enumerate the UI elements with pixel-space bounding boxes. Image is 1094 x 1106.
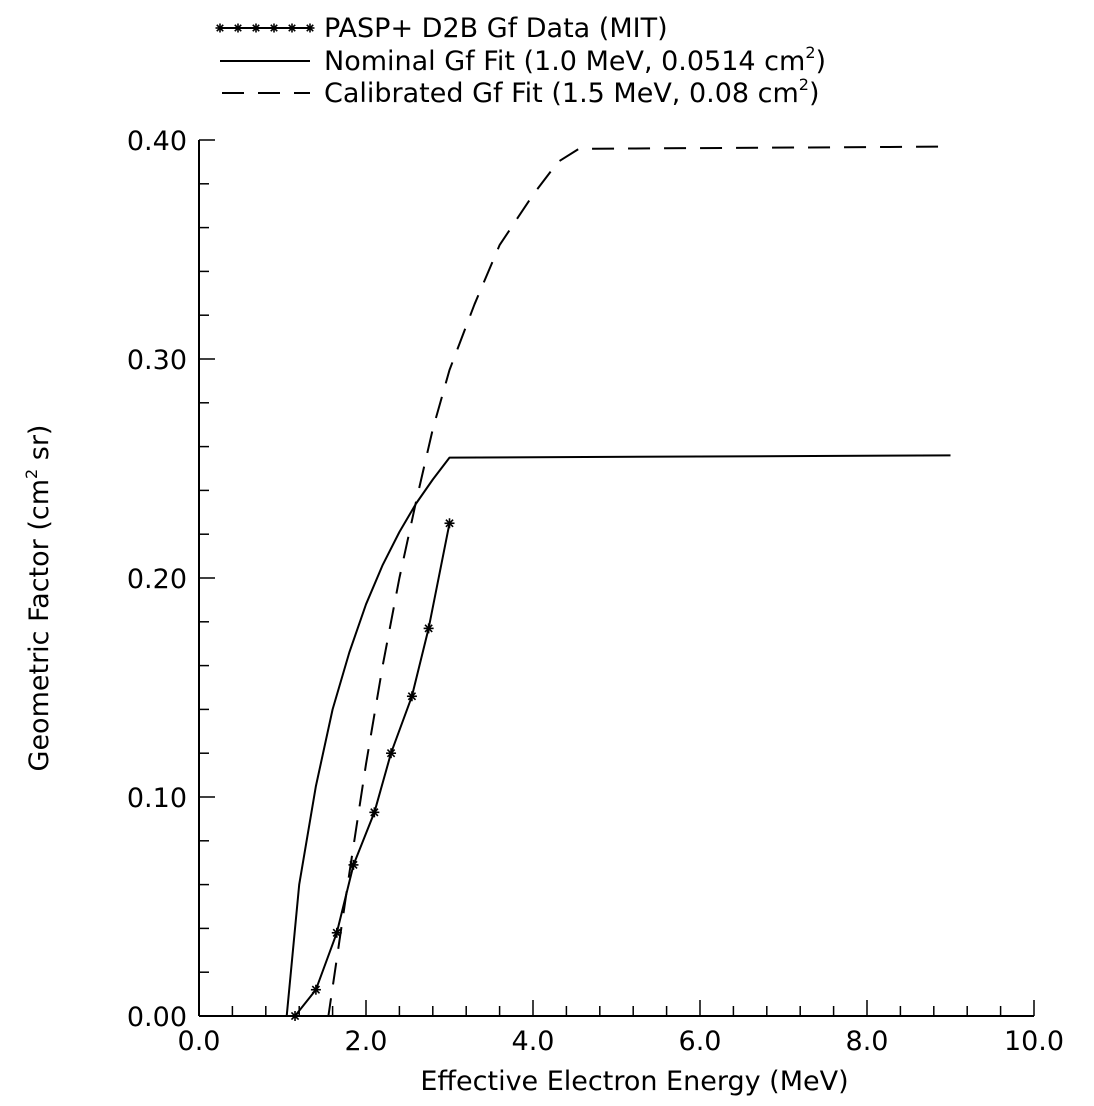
data-point-marker [215,23,225,33]
y-tick-label: 0.00 [127,1002,187,1033]
data-point-marker [233,23,243,33]
data-point-marker [331,927,342,938]
legend-item-mit-data-series: PASP+ D2B Gf Data (MIT) [215,13,668,44]
legend-label: Calibrated Gf Fit (1.5 MeV, 0.08 cm2) [324,75,820,109]
y-tick-label: 0.20 [127,564,187,595]
y-tick-label: 0.40 [127,126,187,157]
data-point-marker [251,23,261,33]
calibrated-fit-series [324,145,951,1017]
nominal-fit-series [282,454,951,1017]
data-point-marker [305,23,315,33]
data-point-marker [386,748,397,759]
x-tick-label: 6.0 [679,1026,722,1057]
x-tick-label: 0.0 [178,1026,221,1057]
ticks [198,139,1035,1017]
legend-label: Nominal Gf Fit (1.0 MeV, 0.0514 cm2) [324,43,826,77]
legend: PASP+ D2B Gf Data (MIT)Nominal Gf Fit (1… [215,13,826,109]
y-axis-label-main: Geometric Factor (cm [24,479,55,772]
y-tick-label: 0.30 [127,345,187,376]
x-tick-label: 8.0 [846,1026,889,1057]
data-point-marker [290,1011,301,1021]
x-tick-label: 10.0 [1004,1026,1064,1057]
y-axis-label-superscript: 2 [22,469,41,479]
data-point-marker [369,807,380,818]
axes [198,140,1034,1017]
tick-labels: 0.0 2.0 4.0 6.0 8.0 10.0 0.00 0.10 0.20 0.30 0.40 [127,126,1064,1057]
data-point-marker [269,23,279,33]
y-axis-label-end: sr) [24,425,55,469]
x-tick-label: 4.0 [512,1026,555,1057]
nominal-fit-series-line [282,454,951,1017]
legend-label: PASP+ D2B Gf Data (MIT) [324,13,668,44]
legend-item-nominal-fit-series: Nominal Gf Fit (1.0 MeV, 0.0514 cm2) [220,43,826,77]
mit-data-series [290,518,455,1021]
x-axis-label: Effective Electron Energy (MeV) [420,1066,848,1097]
data-point-marker [444,518,455,529]
mit-data-series-line [294,523,451,1017]
y-axis-label: Geometric Factor (cm2 sr) [22,425,55,772]
data-point-marker [287,23,297,33]
calibrated-fit-series-line [324,145,951,1017]
data-point-marker [423,623,434,634]
series-layer [282,145,951,1021]
data-point-marker [406,691,417,702]
y-tick-label: 0.10 [127,783,187,814]
data-point-marker [310,984,321,995]
legend-item-calibrated-fit-series: Calibrated Gf Fit (1.5 MeV, 0.08 cm2) [222,75,820,109]
x-tick-label: 2.0 [345,1026,388,1057]
